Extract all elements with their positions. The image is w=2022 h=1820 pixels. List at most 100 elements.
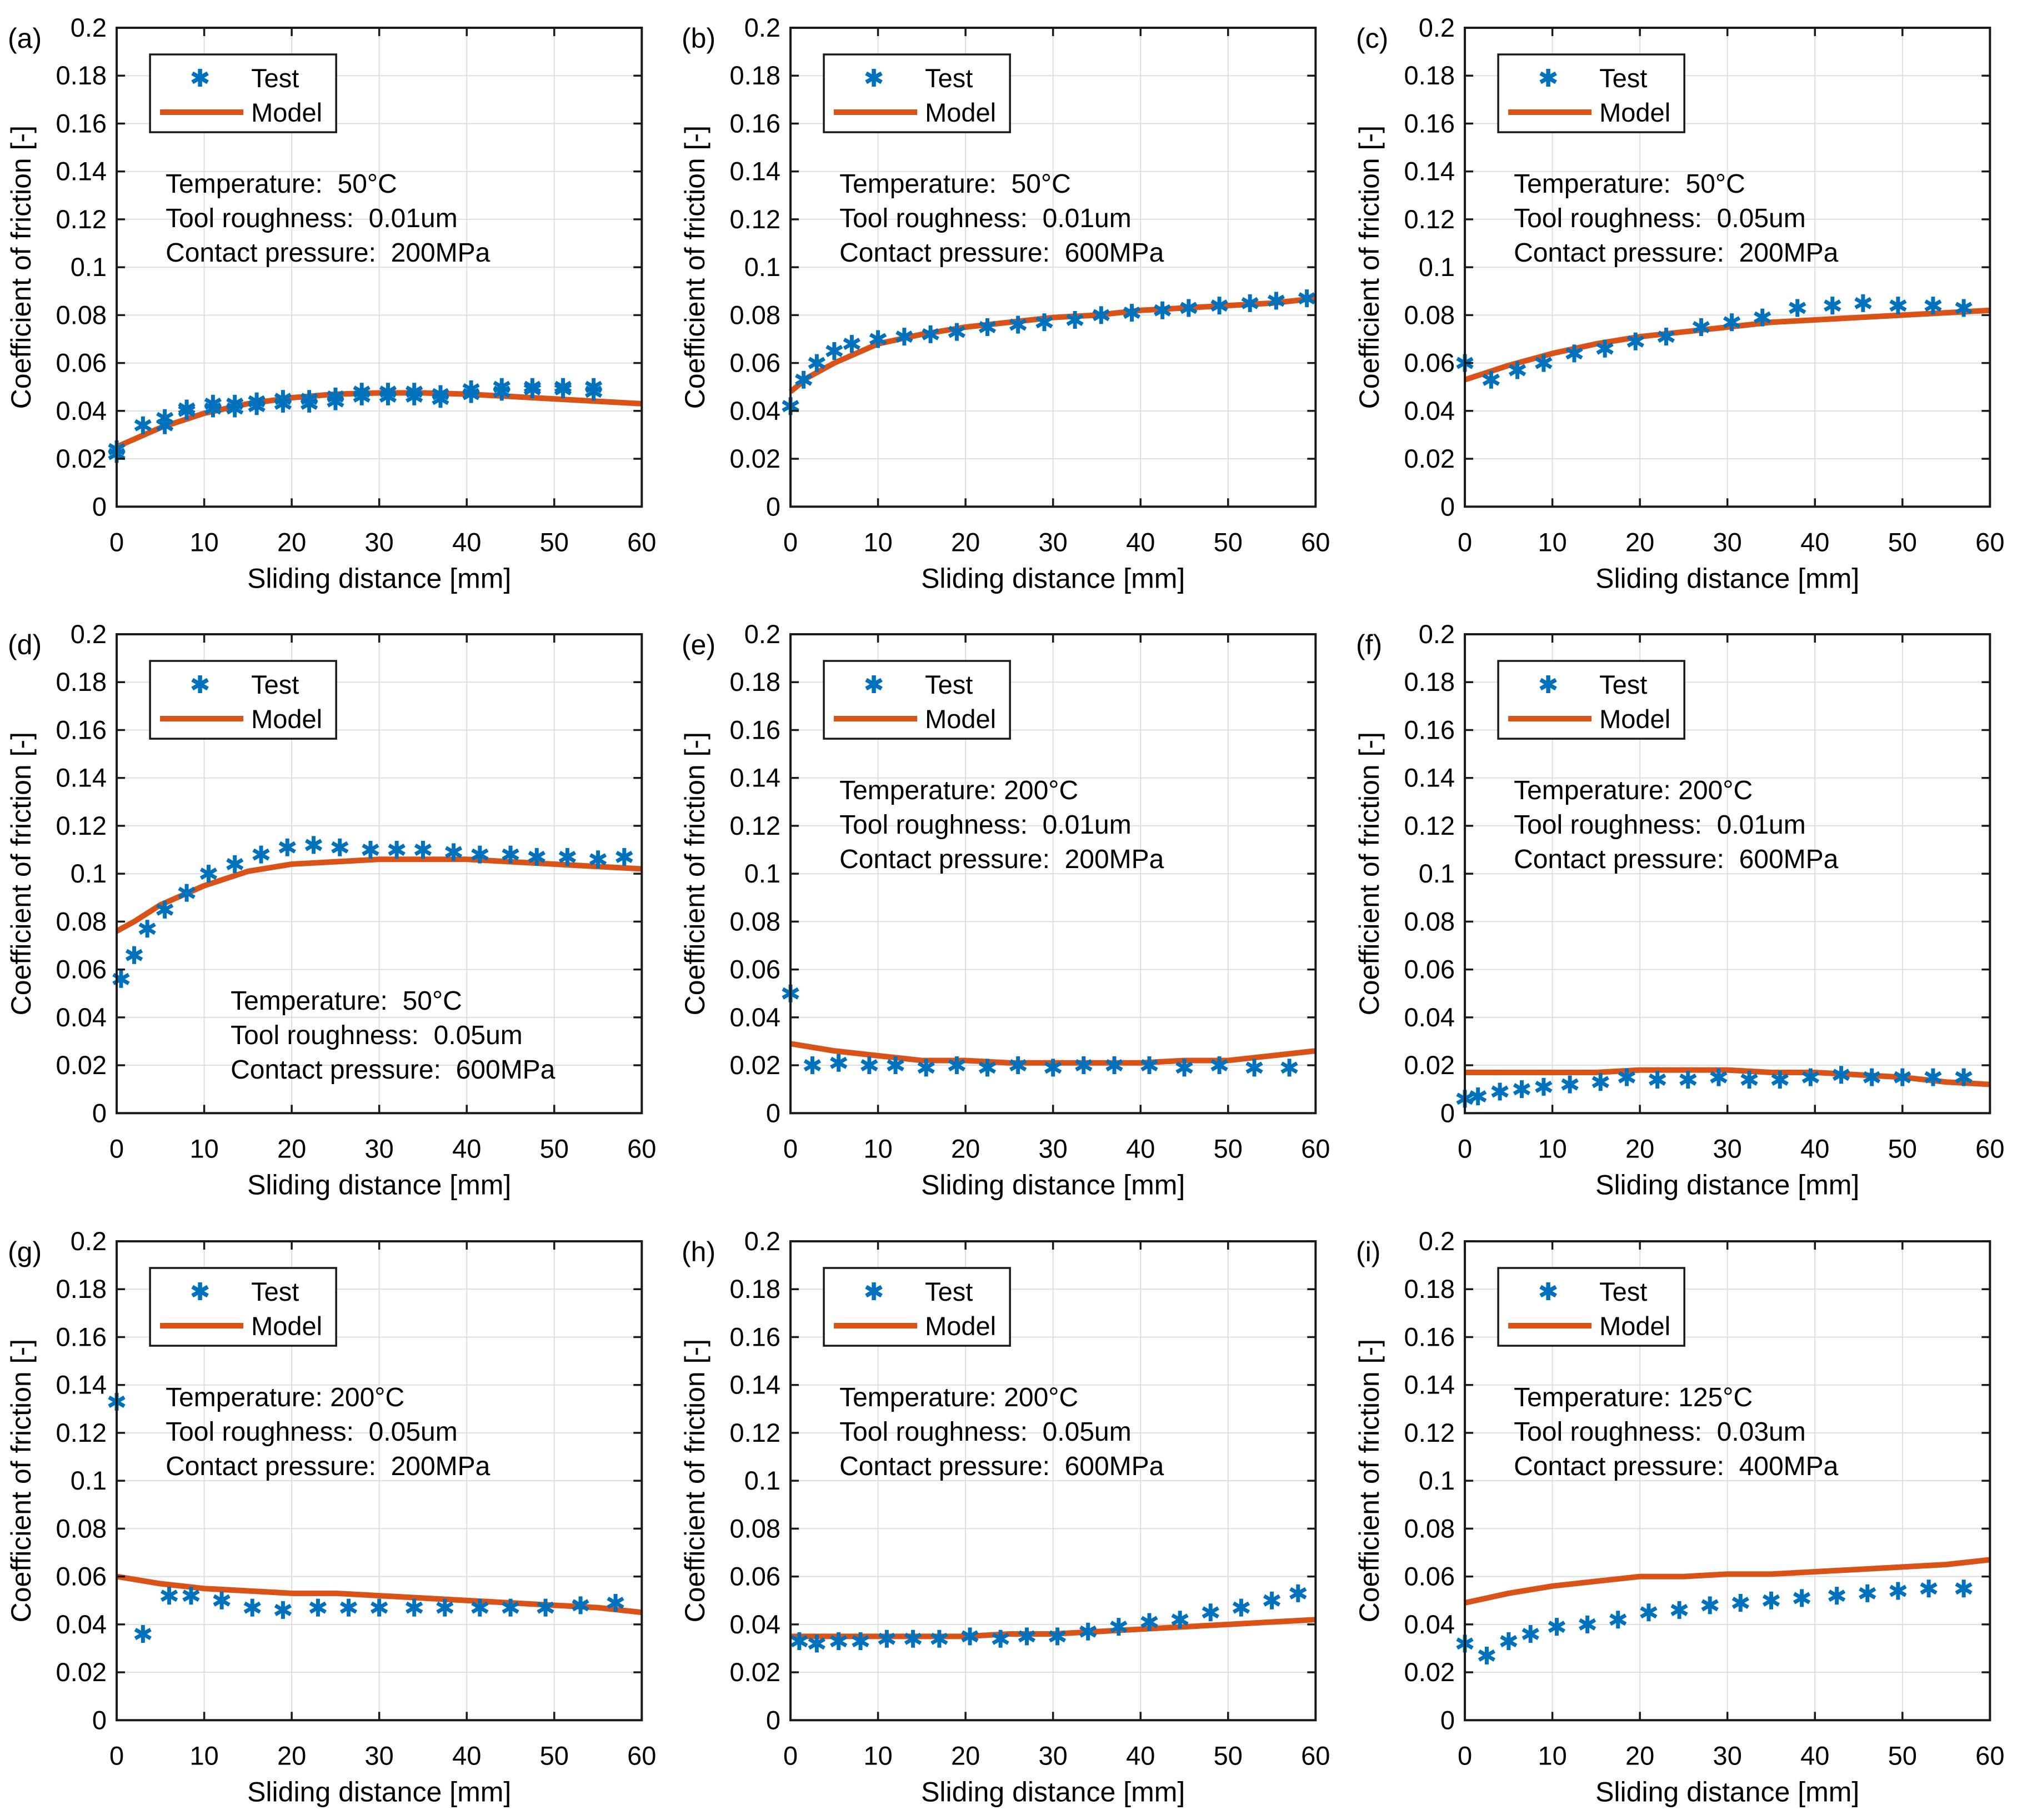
test-marker-icon [243,1598,261,1617]
svg-text:0.1: 0.1 [744,1466,780,1495]
test-marker-icon [1801,1068,1819,1086]
svg-text:20: 20 [277,1741,306,1770]
annotation-line: Contact pressure: 200MPa [166,238,491,268]
legend-box [149,1266,337,1347]
svg-text:40: 40 [1800,1134,1829,1164]
test-marker-icon [1657,328,1675,346]
svg-text:0.2: 0.2 [744,619,780,649]
svg-text:60: 60 [1975,1134,2004,1164]
legend-box [823,660,1012,740]
y-axis-label: Coefficient of friction [-] [679,732,710,1015]
test-marker-icon [1233,1598,1250,1617]
svg-text:0: 0 [109,1134,124,1164]
test-marker-icon [585,378,603,396]
test-marker-icon [554,378,572,396]
test-marker-icon [406,1598,423,1617]
legend: Test Model [1497,53,1685,133]
y-tick-labels: 0 0.02 0.04 0.06 0.08 0.1 0.12 0.14 0.16 0.18 0.2 [730,13,780,521]
legend-label-test: Test [925,63,973,93]
svg-text:0.14: 0.14 [730,157,780,186]
svg-text:0.04: 0.04 [1404,1002,1454,1032]
test-points [108,378,603,463]
svg-text:0.1: 0.1 [1418,859,1454,888]
svg-text:0.1: 0.1 [71,1466,107,1495]
x-tick-labels: 0 10 20 30 40 50 60 [783,1134,1330,1164]
legend-box [149,53,337,133]
test-marker-icon [156,409,174,427]
legend-label-model: Model [1599,704,1670,734]
test-marker-icon [1889,1582,1907,1600]
test-marker-icon [1920,1579,1938,1597]
test-marker-icon [1035,313,1053,332]
test-marker-icon [379,383,397,401]
legend-box [823,1266,1012,1347]
x-tick-labels: 0 10 20 30 40 50 60 [783,1741,1330,1770]
test-marker-icon [156,901,174,919]
test-marker-icon [572,1596,589,1614]
test-marker-icon [917,1059,935,1077]
legend-box [1497,1266,1685,1347]
test-marker-icon [1858,1584,1876,1602]
test-marker-icon [1075,1056,1093,1075]
svg-text:40: 40 [452,1134,481,1164]
test-marker-icon [199,865,218,883]
test-marker-icon [790,1632,808,1650]
svg-text:10: 10 [189,527,218,556]
test-marker-icon [808,354,826,372]
y-tick-labels: 0 0.02 0.04 0.06 0.08 0.1 0.12 0.14 0.16 0.18 0.2 [730,1226,780,1734]
svg-text:0.06: 0.06 [1404,348,1454,378]
test-marker-icon [808,1634,826,1653]
svg-text:40: 40 [1800,527,1829,556]
svg-text:0.04: 0.04 [1404,396,1454,425]
legend: Test Model [149,53,337,133]
svg-text:10: 10 [189,1741,218,1770]
legend: Test Model [1497,1266,1685,1347]
legend: Test Model [149,1266,337,1347]
model-line [1464,1557,1990,1606]
model-line [1464,307,1990,383]
test-marker-icon [1140,1613,1158,1631]
axis-ticks [789,633,1317,1115]
svg-text:0.08: 0.08 [56,907,107,936]
test-marker-icon [362,841,379,859]
test-marker-icon [852,1632,870,1650]
legend-label-test: Test [1599,1277,1647,1306]
axis-ticks [789,27,1317,508]
svg-text:0.02: 0.02 [730,444,780,473]
test-marker-icon [371,1598,388,1617]
legend: Test Model [1497,660,1685,740]
test-marker-icon [309,1598,327,1617]
test-marker-icon [1093,306,1110,324]
subplot-svg-i: 0 10 20 30 40 50 60 0 0.02 0.04 0.06 0.08 0.1 0.12 0.1… [1348,1213,2022,1820]
annotation-line: Temperature: 50°C [166,169,397,199]
svg-text:20: 20 [951,527,980,556]
test-marker-icon [1955,299,1973,317]
svg-text:60: 60 [627,527,656,556]
svg-text:0.16: 0.16 [730,715,780,745]
test-marker-icon [1753,308,1771,327]
test-marker-icon [979,1059,997,1077]
legend-label-model: Model [251,98,322,127]
subplot-i: 0 10 20 30 40 50 60 0 0.02 0.04 0.06 0.08 0.1 0.12 0.1… [1348,1213,2022,1820]
test-marker-icon [274,390,292,408]
svg-text:0.06: 0.06 [730,1561,780,1591]
svg-text:0.1: 0.1 [744,859,780,888]
svg-text:30: 30 [1039,1741,1068,1770]
test-marker-icon [615,848,633,866]
legend-label-test: Test [925,1277,973,1306]
svg-text:0: 0 [766,1705,780,1734]
svg-text:20: 20 [277,527,306,556]
test-marker-icon [1539,1282,1557,1300]
parameter-annotation: Temperature: 200°C Tool roughness: 0.01um… [1514,776,1839,874]
parameter-annotation: Temperature: 200°C Tool roughness: 0.01um… [839,776,1164,874]
test-marker-icon [252,845,270,864]
annotation-line: Tool roughness: 0.01um [839,204,1132,233]
svg-text:0.12: 0.12 [56,204,107,234]
svg-text:0.18: 0.18 [730,668,780,697]
svg-text:0.12: 0.12 [56,811,107,840]
svg-text:0: 0 [1440,1705,1455,1734]
test-points [782,289,1316,415]
svg-text:0: 0 [92,1099,107,1128]
svg-text:0.18: 0.18 [56,1274,107,1303]
legend-label-model: Model [925,98,996,127]
